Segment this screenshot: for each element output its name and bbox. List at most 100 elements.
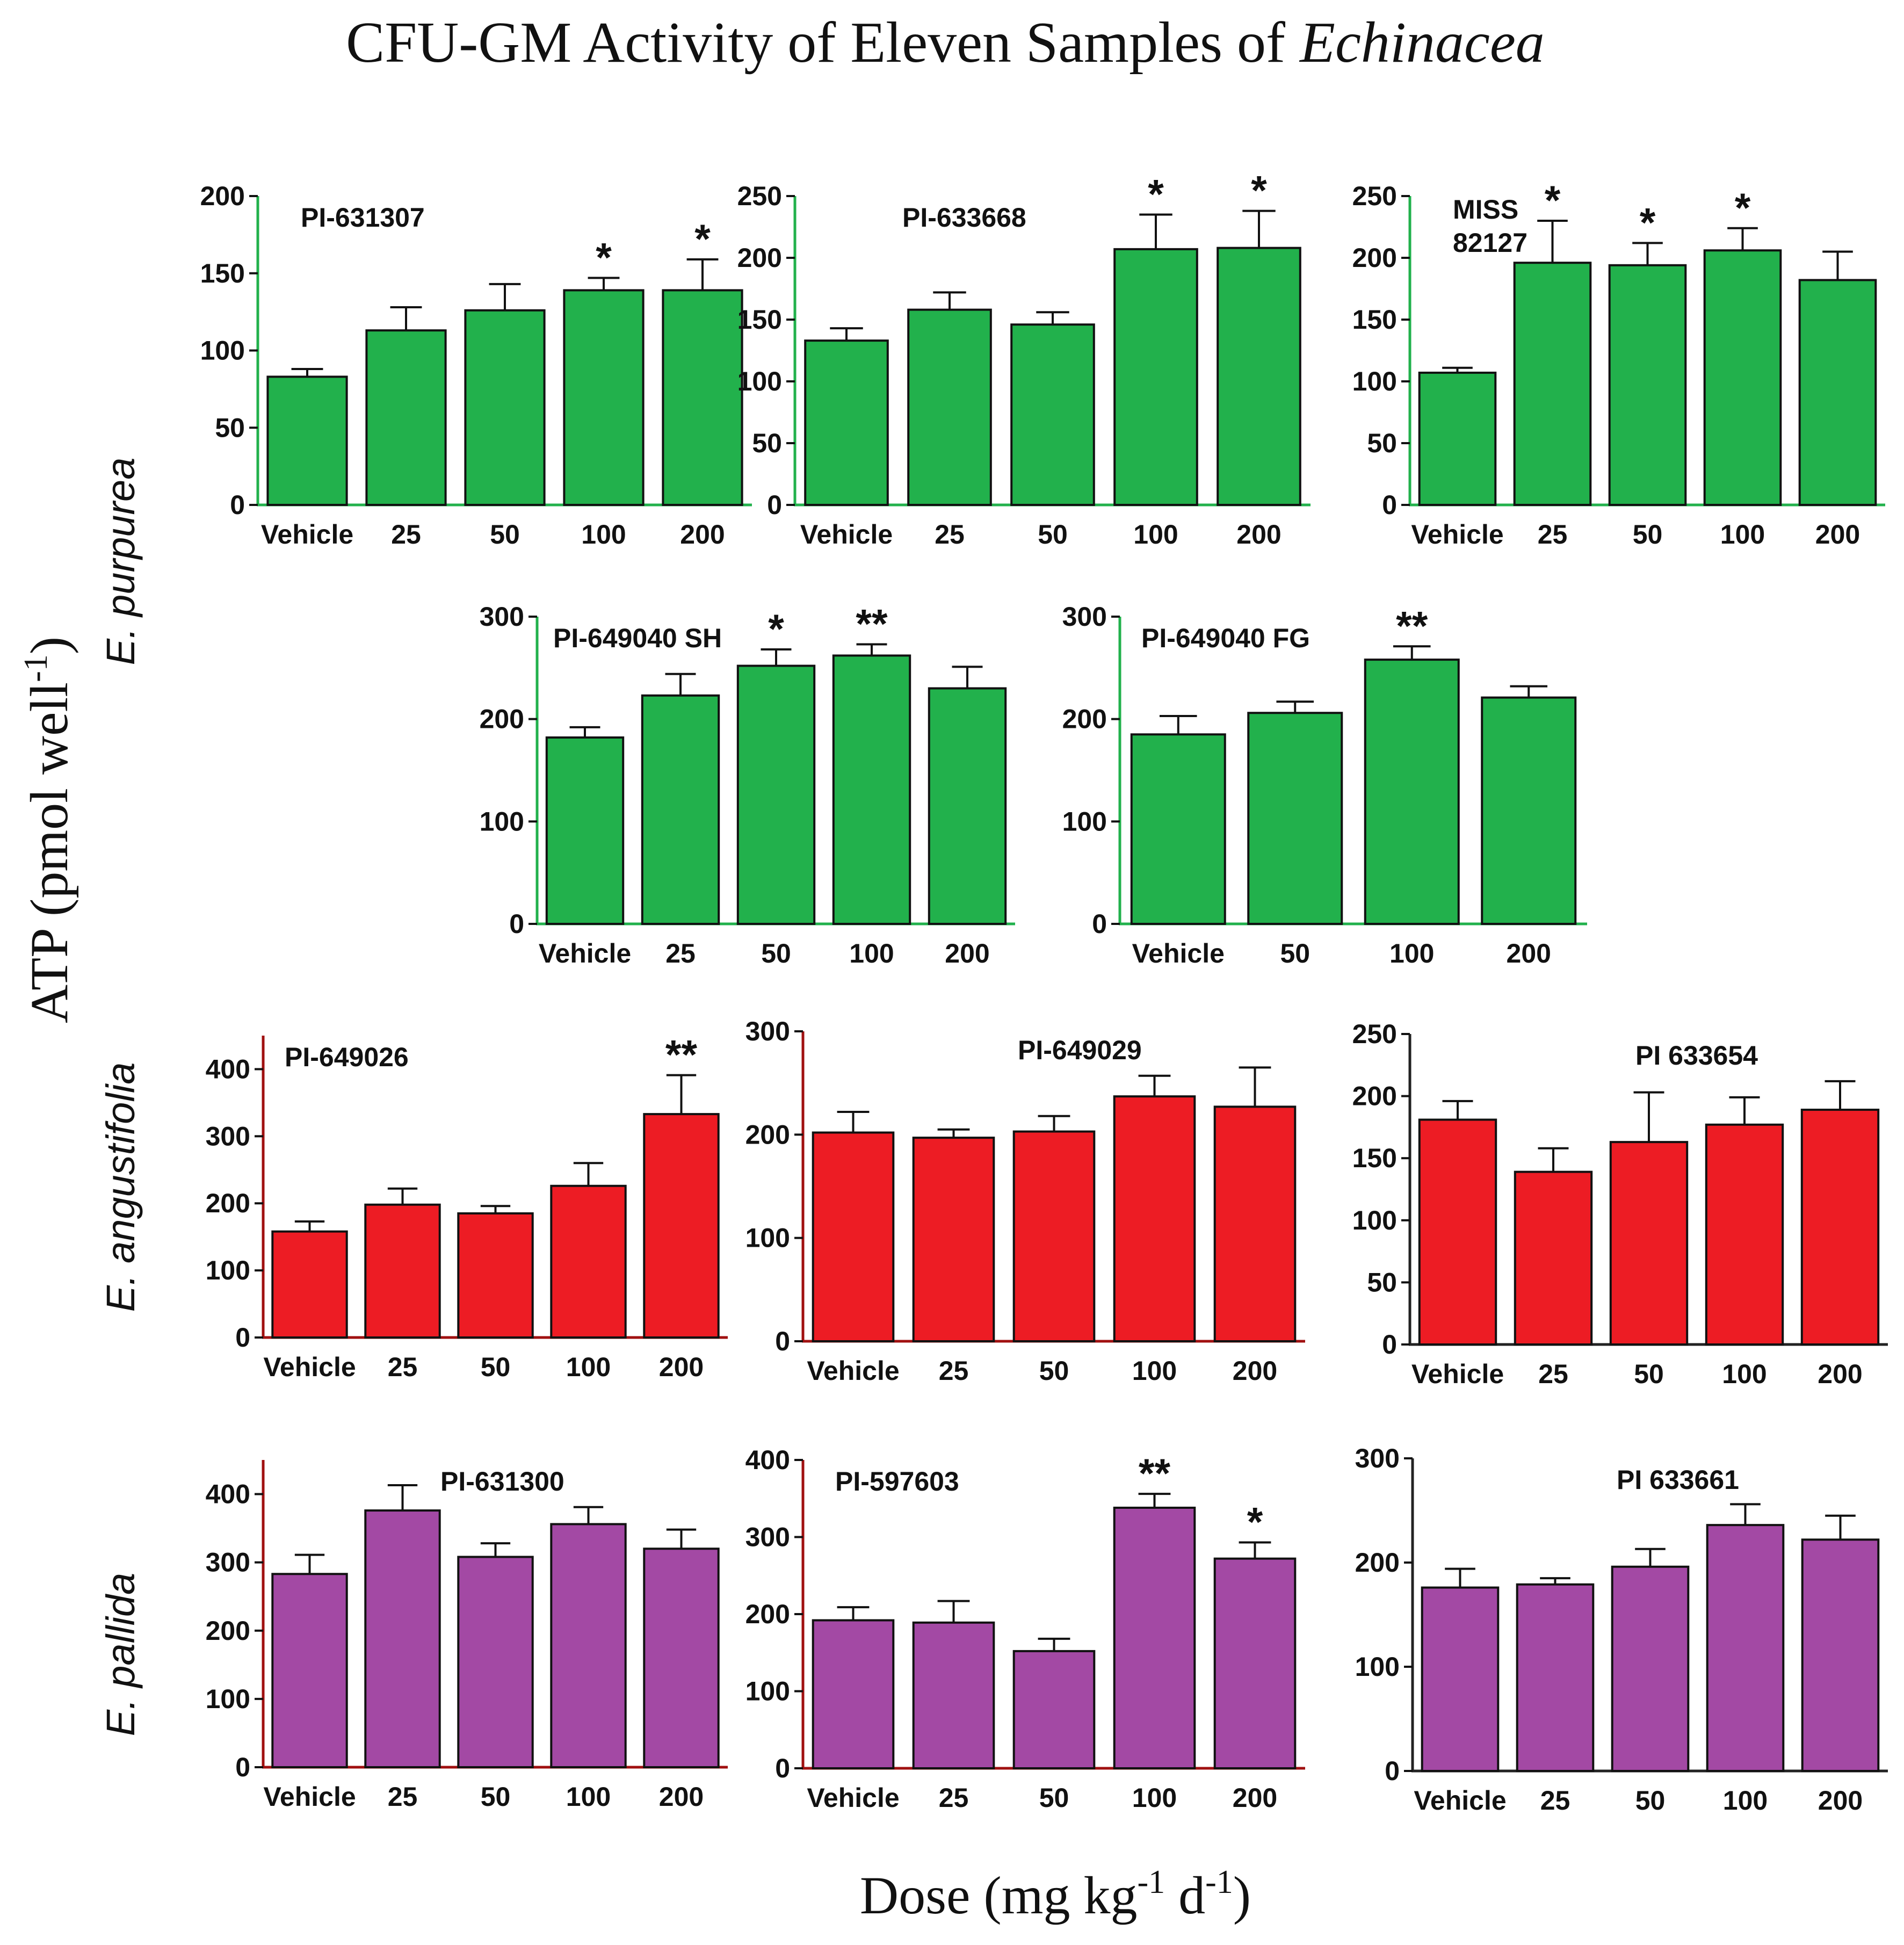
x-tick-label: Vehicle [263, 1782, 356, 1812]
significance-marker: * [596, 235, 612, 280]
x-tick-label: 50 [1633, 519, 1663, 549]
bar [1481, 696, 1577, 925]
panel-title: PI-597603 [835, 1466, 959, 1496]
panel-title-line: PI-633668 [902, 203, 1026, 233]
x-tick-label: 200 [659, 1782, 704, 1812]
significance-marker: * [1247, 1500, 1263, 1545]
panel-title-line: PI-649026 [285, 1042, 409, 1072]
bar [832, 654, 911, 925]
bar [1609, 1141, 1689, 1346]
panel-title-line: PI-631300 [440, 1466, 564, 1496]
significance-marker: * [1735, 185, 1751, 231]
significance-marker: ** [856, 601, 888, 647]
x-tick-label: 50 [481, 1352, 511, 1382]
x-tick-label: Vehicle [263, 1352, 356, 1382]
x-tick-label: 100 [1722, 1359, 1767, 1389]
bar [1516, 1583, 1595, 1772]
y-tick-label: 300 [1355, 1443, 1400, 1473]
x-tick-label: 100 [581, 519, 626, 549]
panel-title: PI-631307 [301, 203, 425, 233]
y-tick-label: 400 [745, 1445, 790, 1475]
x-tick-label: 50 [1280, 938, 1310, 968]
group-label-pallida: E. pallida [98, 1573, 143, 1736]
x-tick-label: 200 [1233, 1783, 1277, 1813]
bar [457, 1556, 534, 1769]
y-tick-label: 150 [1352, 1143, 1397, 1173]
x-tick-label: 100 [566, 1782, 611, 1812]
panel-title-line: PI 633654 [1635, 1040, 1758, 1071]
x-tick-label: Vehicle [1411, 519, 1503, 549]
x-tick-label: 200 [945, 938, 989, 968]
significance-marker: * [1251, 168, 1267, 214]
y-tick-label: 400 [206, 1479, 250, 1509]
x-tick-label: 200 [1507, 938, 1551, 968]
bar [1217, 247, 1301, 506]
y-tick-label: 300 [206, 1121, 250, 1151]
y-axis-label-sup: -1 [18, 654, 54, 682]
panel-title-line: PI-649040 FG [1141, 623, 1310, 653]
chart-panel-4: 0 100 200 300 Vehicle 25 * 50 ** 100 200 PI-649040 … [480, 601, 1015, 968]
y-tick-label: 0 [235, 1752, 250, 1782]
y-tick-label: 100 [745, 1223, 790, 1253]
panel-title-line: PI 633661 [1617, 1465, 1739, 1495]
panel-title: PI-649040 SH [553, 623, 722, 653]
chart-panel-8: 0 50 100 150 200 250 Vehicle 25 50 100 200 PI 63365… [1352, 1019, 1888, 1389]
chart-panel-7: 0 100 200 300 Vehicle 25 50 100 200 PI-649029 [745, 1016, 1305, 1386]
y-tick-label: 100 [206, 1255, 250, 1285]
x-axis-label: Dose (mg kg-1 d-1) [860, 1864, 1251, 1925]
y-tick-label: 250 [737, 181, 782, 211]
y-tick-label: 200 [745, 1599, 790, 1629]
bar [912, 1137, 995, 1342]
panel-title-line: PI-597603 [835, 1466, 959, 1496]
y-tick-label: 0 [230, 490, 245, 520]
panel-title: PI-649029 [1018, 1035, 1142, 1065]
x-tick-label: 50 [1634, 1359, 1664, 1389]
y-tick-label: 100 [1062, 806, 1107, 836]
y-axis-label-text: ATP (pmol well [19, 682, 79, 1023]
y-tick-label: 150 [1352, 305, 1397, 335]
x-tick-label: Vehicle [539, 938, 631, 968]
x-tick-label: 50 [1038, 519, 1068, 549]
chart-panels: 0 50 100 150 200 Vehicle 25 50 * 100 * 200 PI-631307… [200, 168, 1888, 1816]
chart-panel-11: 0 100 200 300 Vehicle 25 50 100 200 PI 633661 [1355, 1443, 1888, 1816]
panel-title-line: MISS [1453, 194, 1518, 225]
x-tick-label: 50 [481, 1782, 511, 1812]
bar [912, 1621, 995, 1769]
x-tick-label: 100 [1723, 1785, 1768, 1816]
bar [271, 1230, 348, 1339]
y-tick-label: 300 [745, 1016, 790, 1046]
x-tick-label: Vehicle [261, 519, 353, 549]
x-tick-label: 25 [665, 938, 696, 968]
x-tick-label: 200 [1818, 1785, 1863, 1816]
y-tick-label: 100 [1352, 1205, 1397, 1235]
bar [907, 308, 992, 506]
bar [1706, 1524, 1785, 1772]
bar [804, 339, 889, 506]
bar [457, 1212, 534, 1339]
x-tick-label: 25 [1538, 519, 1568, 549]
bar [643, 1548, 720, 1768]
x-tick-label: Vehicle [1414, 1785, 1506, 1816]
y-tick-label: 0 [1382, 1329, 1397, 1360]
panel-title-line: PI-649029 [1018, 1035, 1142, 1065]
y-tick-label: 200 [737, 243, 782, 273]
x-tick-label: 25 [935, 519, 965, 549]
y-tick-label: 200 [480, 704, 524, 734]
panel-title: PI-649040 FG [1141, 623, 1310, 653]
x-tick-label: 200 [680, 519, 725, 549]
panel-title: PI-631300 [440, 1466, 564, 1496]
y-tick-label: 0 [1382, 490, 1397, 520]
panel-title-line: PI-631307 [301, 203, 425, 233]
x-axis-label-close: ) [1233, 1866, 1251, 1925]
bar [364, 1509, 441, 1769]
y-tick-label: 200 [206, 1188, 250, 1218]
x-tick-label: Vehicle [800, 519, 893, 549]
x-tick-label: 100 [566, 1352, 611, 1382]
bar [364, 1203, 441, 1339]
panel-title-line: PI-649040 SH [553, 623, 722, 653]
y-tick-label: 150 [737, 305, 782, 335]
bar [736, 664, 816, 925]
x-tick-label: 25 [939, 1356, 969, 1386]
x-tick-label: 200 [659, 1352, 704, 1382]
panel-title: PI 633654 [1635, 1040, 1758, 1071]
